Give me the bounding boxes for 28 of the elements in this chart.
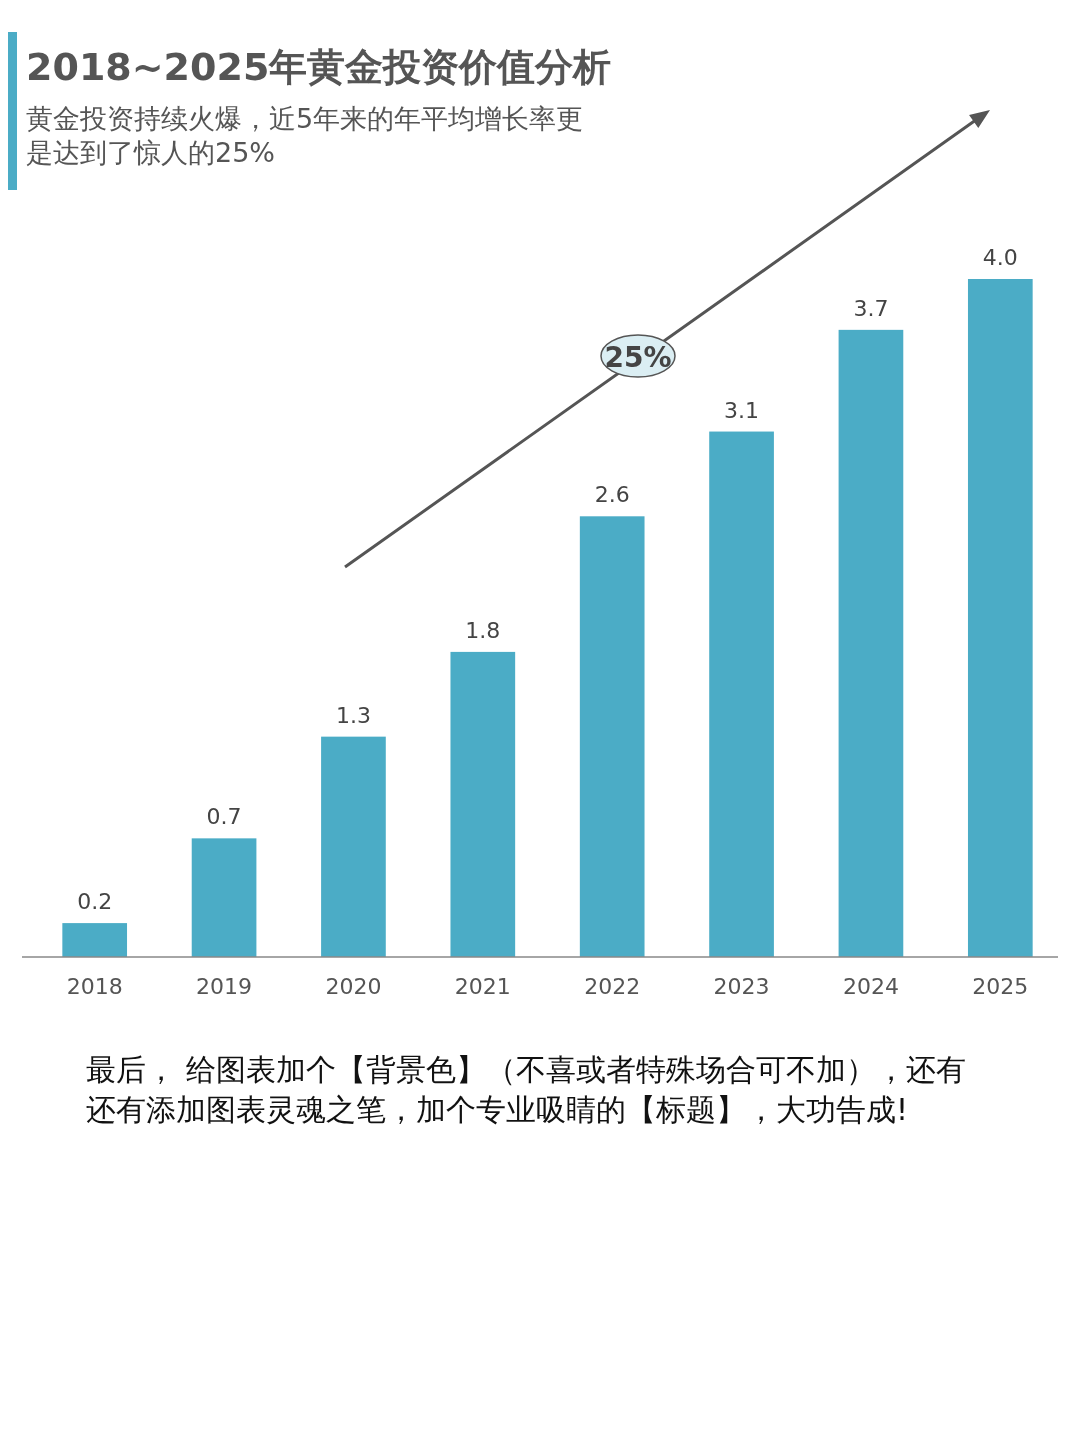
bar <box>709 431 774 957</box>
annotation: 25% <box>604 341 672 374</box>
x-tick-label: 2019 <box>196 974 253 999</box>
x-tick-label: 2022 <box>584 974 641 999</box>
x-tick-label: 2023 <box>713 974 770 999</box>
text: 最后， 给图表加个【背景色】（不喜或者特殊场合可不加），还有还有添加图表灵魂之笔，加个专业吸睛的【标题】，大功告成! <box>86 1052 966 1127</box>
bar <box>450 651 516 957</box>
x-tick-label: 2024 <box>842 974 899 999</box>
x-tick-label: 2020 <box>325 974 382 999</box>
x-tick-label: 2025 <box>972 974 1029 999</box>
data-label: 1.8 <box>465 617 501 643</box>
bar <box>62 923 128 957</box>
data-label: 4.0 <box>982 245 1018 270</box>
bar <box>838 329 904 957</box>
x-tick-label: 2021 <box>454 974 511 999</box>
data-label: 1.3 <box>335 702 371 728</box>
bar <box>967 279 1033 957</box>
data-label: 3.1 <box>724 397 760 423</box>
bar <box>579 516 645 957</box>
x-tick-label: 2018 <box>66 974 123 999</box>
bar <box>321 736 386 957</box>
data-label: 0.7 <box>206 804 242 830</box>
data-label: 3.7 <box>853 295 889 321</box>
data-label: 2.6 <box>594 482 630 508</box>
bar <box>191 838 257 957</box>
data-label: 0.2 <box>77 889 113 915</box>
chart-title: 2018~2025年黄金投资价值分析 <box>26 45 612 89</box>
chart-subtitle: 黄金投资持续火爆，近5年来的年平均增长率更是达到了惊人的25% <box>26 103 584 168</box>
